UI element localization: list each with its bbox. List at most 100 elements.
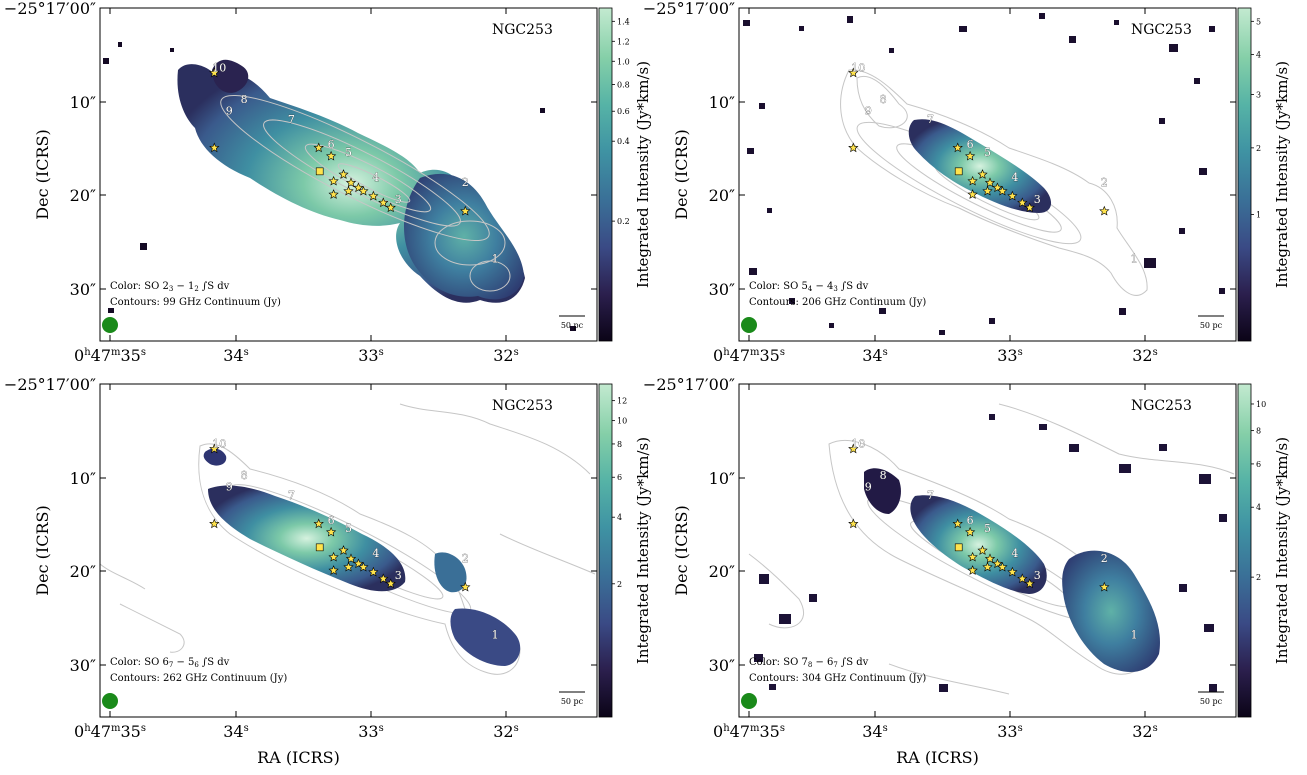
nucleus-marker: [954, 543, 963, 552]
colorbar-tick-label: 3: [1256, 91, 1261, 100]
ra-tick-label: 33s: [997, 722, 1023, 741]
source-star: [325, 150, 337, 161]
source-star: [982, 561, 993, 572]
noise-pixels: [103, 42, 576, 331]
source-star: [385, 202, 396, 213]
dec-tick-label: 30″: [709, 656, 735, 675]
colorbar: [1237, 7, 1252, 342]
source-star: [328, 551, 339, 562]
source-star: [1017, 573, 1028, 584]
source-star: [992, 558, 1003, 569]
source-star: [982, 185, 993, 196]
ra-tick-label: 32s: [1132, 346, 1158, 365]
source-star: [378, 197, 389, 208]
source-star: [345, 553, 357, 564]
colorbar-tick-label: 0.8: [617, 81, 630, 90]
ra-tick-label: 34s: [862, 722, 888, 741]
source-star: [848, 518, 859, 529]
source-label-8: 8: [880, 93, 887, 106]
source-star: [338, 545, 349, 555]
dec-tick-label: 20″: [70, 186, 96, 205]
source-star: [460, 205, 471, 216]
source-label-7: 7: [288, 489, 295, 502]
source-label-3: 3: [395, 569, 402, 582]
ra-tick-label: 0h47m35s: [74, 346, 146, 365]
dec-tick-label: 10″: [70, 469, 96, 488]
scalebar-label: 50 pc: [1200, 697, 1223, 706]
source-star: [345, 177, 357, 188]
galaxy-label: NGC253: [1131, 398, 1192, 414]
ra-tick-label: 32s: [1132, 722, 1158, 741]
colorbar-label: Integrated Intensity (Jy*km/s): [1273, 61, 1291, 288]
emission-clump-east: [1062, 550, 1160, 673]
galaxy-label: NGC253: [492, 22, 553, 38]
source-label-3: 3: [1034, 193, 1041, 206]
colorbar: [598, 383, 613, 718]
nucleus-marker: [954, 167, 963, 176]
emission-clump-south: [450, 608, 521, 666]
source-star: [353, 182, 364, 193]
source-label-7: 7: [927, 113, 934, 126]
colorbar-tick-label: 1.0: [617, 57, 630, 66]
ra-tick-label: 33s: [997, 346, 1023, 365]
source-label-9: 9: [865, 105, 872, 118]
nucleus-marker: [315, 167, 324, 176]
source-label-9: 9: [226, 105, 233, 118]
emission-clump-east: [404, 173, 524, 300]
source-label-1: 1: [492, 253, 499, 266]
scalebar-label: 50 pc: [561, 321, 584, 330]
source-label-4: 4: [1011, 171, 1018, 184]
ra-tick-label: 0h47m35s: [74, 722, 146, 741]
source-label-2: 2: [462, 552, 469, 565]
ra-tick-label: 33s: [358, 346, 384, 365]
colorbar-tick-label: 4: [1256, 503, 1261, 512]
source-label-4: 4: [372, 171, 379, 184]
panel-overlay-so-2-1: 1 2 3 4 56 7 89 10 NGC253 Color: SO 23 − 12 ∫S dv…: [4, 0, 652, 365]
colorbar: [1237, 383, 1252, 718]
emission-clump-east: [434, 552, 467, 593]
source-label-7: 7: [288, 113, 295, 126]
emission-clump-north: [864, 468, 901, 514]
source-star: [992, 182, 1003, 193]
scalebar-label: 50 pc: [561, 697, 584, 706]
colorbar-tick-label: 4: [1256, 51, 1261, 60]
dec-axis-label: Dec (ICRS): [33, 505, 52, 595]
color-line: Color: SO 54 − 43 ∫S dv: [749, 281, 869, 293]
ra-tick-label: 33s: [358, 722, 384, 741]
source-star: [967, 551, 978, 562]
axes-frame: [99, 383, 598, 718]
source-star: [358, 185, 369, 196]
dec-tick-label: 10″: [709, 469, 735, 488]
source-label-6: 6: [328, 138, 335, 151]
source-label-1: 1: [492, 629, 499, 642]
emission-clump-north: [203, 448, 227, 466]
source-star: [964, 526, 976, 537]
colorbar-tick-label: 0.2: [617, 217, 630, 226]
galaxy-label: NGC253: [492, 398, 553, 414]
colorbar-tick-label: 12: [617, 397, 627, 406]
source-star: [328, 189, 339, 199]
colorbar: [598, 7, 613, 342]
source-star: [1017, 197, 1028, 208]
colorbar-tick-label: 0.6: [617, 107, 630, 116]
contours-line: Contours: 206 GHz Continuum (Jy): [749, 297, 926, 308]
source-star: [952, 518, 963, 529]
source-star: [385, 578, 396, 589]
colorbar-tick-label: 1: [1256, 210, 1261, 219]
source-label-8: 8: [241, 469, 248, 482]
source-star: [209, 443, 220, 454]
source-label-5: 5: [345, 522, 352, 535]
contours-line: Contours: 99 GHz Continuum (Jy): [110, 297, 281, 308]
source-star: [209, 142, 220, 153]
source-star: [313, 142, 324, 153]
colorbar-tick-label: 4: [617, 513, 622, 522]
dec-tick-label: 30″: [70, 280, 96, 299]
colorbar-tick-label: 0.4: [617, 137, 630, 146]
dec-tick-label: 10″: [70, 93, 96, 112]
source-star: [977, 545, 988, 555]
beam-ellipse: [741, 693, 757, 709]
dec-tick-label: 20″: [709, 562, 735, 581]
colorbar-tick-label: 6: [617, 473, 622, 482]
source-star: [338, 169, 349, 179]
